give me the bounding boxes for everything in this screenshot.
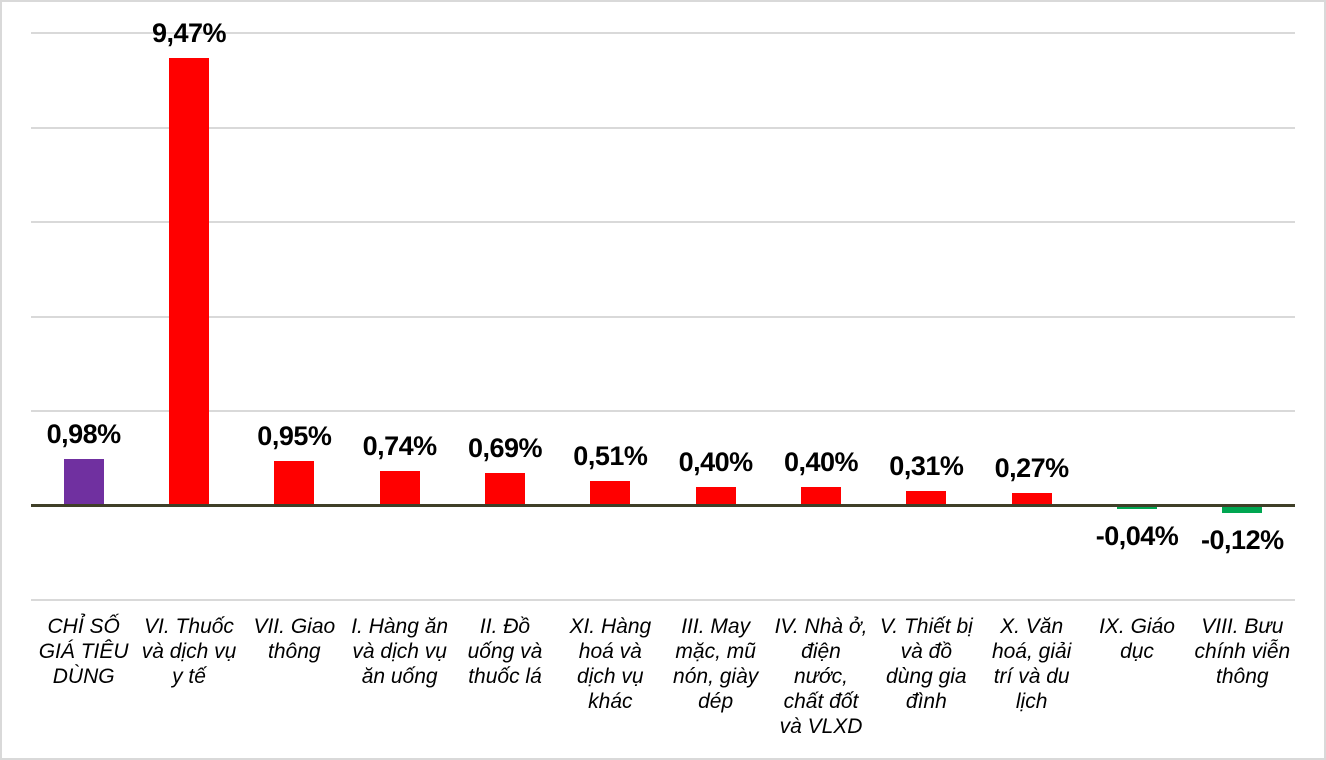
value-label-6: 0,51% (573, 441, 648, 472)
category-label-11: IX. Giáo dục (1099, 615, 1175, 663)
bar-8 (801, 486, 841, 506)
bar-12 (1222, 507, 1263, 513)
value-label-9: 0,31% (889, 450, 964, 481)
bar-6 (590, 481, 631, 506)
category-label-5: II. Đồ uống và thuốc lá (467, 615, 543, 688)
value-label-2: 9,47% (151, 18, 227, 49)
value-label-4: 0,74% (362, 430, 438, 461)
category-label-8: IV. Nhà ở, điện nước, chất đốt và VLXD (774, 615, 868, 738)
category-label-6: XI. Hàng hoá và dịch vụ khác (569, 615, 652, 713)
category-label-10: X. Văn hoá, giải trí và du lịch (991, 615, 1072, 713)
gridline-2-percent (31, 410, 1295, 412)
value-label-3: 0,95% (257, 420, 332, 451)
gridline-4-percent (31, 315, 1295, 318)
bar-2 (169, 58, 209, 506)
bar-4 (379, 470, 420, 506)
category-label-9: V. Thiết bị và đồ dùng gia đình (879, 615, 973, 713)
category-label-4: I. Hàng ăn và dịch vụ ăn uống (351, 615, 449, 688)
bar-1 (63, 459, 104, 506)
bar-10 (1011, 492, 1052, 506)
bar-9 (906, 490, 947, 506)
value-label-8: 0,40% (783, 446, 859, 477)
gridline-8-percent (31, 126, 1295, 129)
bar-7 (695, 486, 736, 506)
bar-3 (274, 460, 315, 506)
value-label-10: 0,27% (994, 452, 1070, 483)
value-label-5: 0,69% (467, 432, 543, 463)
value-label-12: -0,12% (1201, 524, 1284, 555)
category-label-1: CHỈ SỐ GIÁ TIÊU DÙNG (38, 615, 129, 688)
value-label-7: 0,40% (678, 446, 754, 477)
x-axis-line (31, 504, 1295, 507)
value-label-11: -0,04% (1095, 520, 1179, 551)
category-label-12: VIII. Bưu chính viễn thông (1194, 615, 1291, 688)
value-label-1: 0,98% (46, 419, 122, 450)
category-label-7: III. May mặc, mũ nón, giày dép (673, 615, 759, 713)
gridline-10-percent (31, 32, 1295, 34)
gridline-6-percent (31, 221, 1295, 223)
bar-11 (1117, 507, 1157, 509)
category-label-3: VII. Giao thông (253, 615, 336, 663)
category-label-2: VI. Thuốc và dịch vụ y tế (141, 615, 237, 688)
bar-5 (485, 472, 525, 506)
gridline--2-percent (31, 599, 1295, 601)
